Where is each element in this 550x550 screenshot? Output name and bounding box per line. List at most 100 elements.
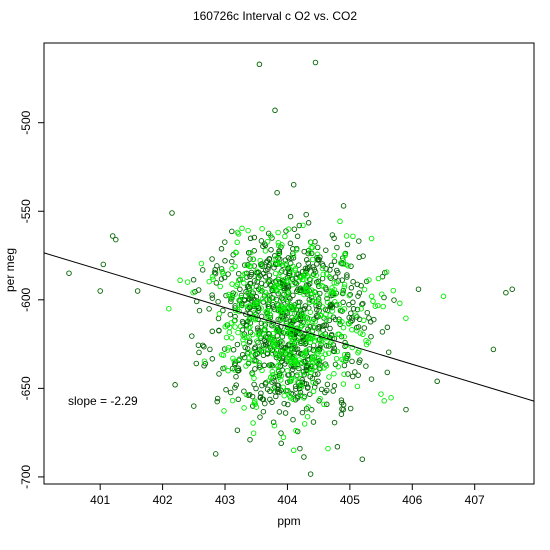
data-point	[237, 323, 244, 330]
data-point	[287, 266, 293, 273]
data-point	[229, 258, 235, 265]
data-point	[206, 278, 212, 285]
data-point	[227, 389, 234, 396]
data-point	[235, 368, 241, 374]
data-point	[245, 306, 251, 312]
data-point	[309, 256, 316, 263]
data-point	[308, 366, 315, 373]
data-point	[314, 244, 321, 251]
data-point	[290, 281, 296, 288]
data-point	[290, 292, 296, 299]
data-point	[290, 447, 297, 454]
data-point	[198, 260, 205, 267]
data-point	[290, 246, 296, 252]
data-point	[320, 327, 326, 333]
data-point	[266, 314, 272, 320]
data-point	[257, 334, 263, 340]
data-point	[315, 350, 321, 356]
data-point	[223, 334, 230, 341]
data-point	[277, 315, 284, 321]
data-point	[254, 268, 260, 274]
data-point	[385, 349, 392, 355]
data-point	[354, 281, 361, 288]
data-point	[262, 248, 269, 254]
data-point	[191, 403, 197, 409]
data-point	[244, 262, 250, 269]
data-point	[241, 341, 247, 347]
data-point	[361, 286, 368, 293]
data-point	[322, 351, 329, 357]
data-point	[97, 288, 103, 294]
data-point	[276, 250, 283, 257]
data-point	[306, 316, 313, 322]
data-point	[356, 290, 363, 296]
data-point	[368, 376, 375, 382]
data-point	[380, 303, 386, 310]
x-tick-label: 405	[340, 493, 360, 507]
data-point	[331, 419, 338, 426]
data-point	[299, 276, 306, 283]
data-point	[288, 347, 295, 354]
data-point	[331, 235, 337, 241]
data-point	[297, 392, 303, 399]
data-point	[236, 297, 243, 303]
data-point	[276, 242, 282, 249]
data-point	[294, 373, 300, 380]
data-point	[228, 335, 235, 341]
data-point	[300, 306, 306, 313]
data-point	[290, 252, 297, 258]
data-point	[215, 298, 221, 305]
data-point	[243, 363, 249, 369]
data-point	[298, 274, 305, 280]
data-point	[356, 254, 362, 261]
data-point	[269, 386, 276, 392]
data-point	[301, 291, 307, 298]
data-point	[222, 258, 228, 264]
data-point	[269, 285, 275, 291]
data-point	[290, 416, 296, 423]
data-point	[233, 283, 239, 289]
data-point	[232, 249, 239, 256]
data-point	[209, 328, 216, 335]
data-point	[299, 409, 306, 416]
data-point	[276, 336, 282, 343]
data-point	[245, 349, 251, 355]
data-point	[218, 246, 225, 252]
data-point	[287, 310, 293, 317]
data-point	[279, 339, 285, 345]
data-point	[326, 374, 332, 380]
data-point	[383, 269, 390, 275]
data-point	[294, 363, 301, 369]
data-point	[300, 314, 307, 321]
data-point	[256, 360, 263, 366]
data-point	[375, 302, 381, 309]
x-tick-label: 404	[277, 493, 297, 507]
data-point	[264, 238, 271, 245]
data-point	[271, 286, 277, 293]
data-point	[298, 384, 305, 390]
data-point	[333, 280, 340, 286]
data-point	[301, 339, 308, 345]
data-point	[323, 317, 329, 323]
data-point	[235, 329, 241, 336]
data-point	[190, 289, 196, 296]
data-point	[283, 318, 289, 325]
data-point	[251, 358, 257, 364]
data-point	[258, 285, 264, 292]
data-point	[363, 337, 369, 344]
data-point	[274, 260, 281, 266]
data-point	[281, 400, 287, 407]
data-point	[267, 362, 274, 369]
data-point	[258, 280, 265, 287]
data-point	[330, 289, 337, 296]
data-point	[346, 292, 353, 299]
data-point	[287, 240, 294, 247]
data-point	[331, 370, 337, 377]
data-point	[256, 330, 262, 337]
data-point	[315, 296, 322, 302]
data-point	[255, 316, 261, 322]
data-point	[311, 288, 317, 295]
data-point	[256, 349, 262, 355]
data-point	[308, 406, 315, 413]
data-point	[308, 239, 314, 246]
